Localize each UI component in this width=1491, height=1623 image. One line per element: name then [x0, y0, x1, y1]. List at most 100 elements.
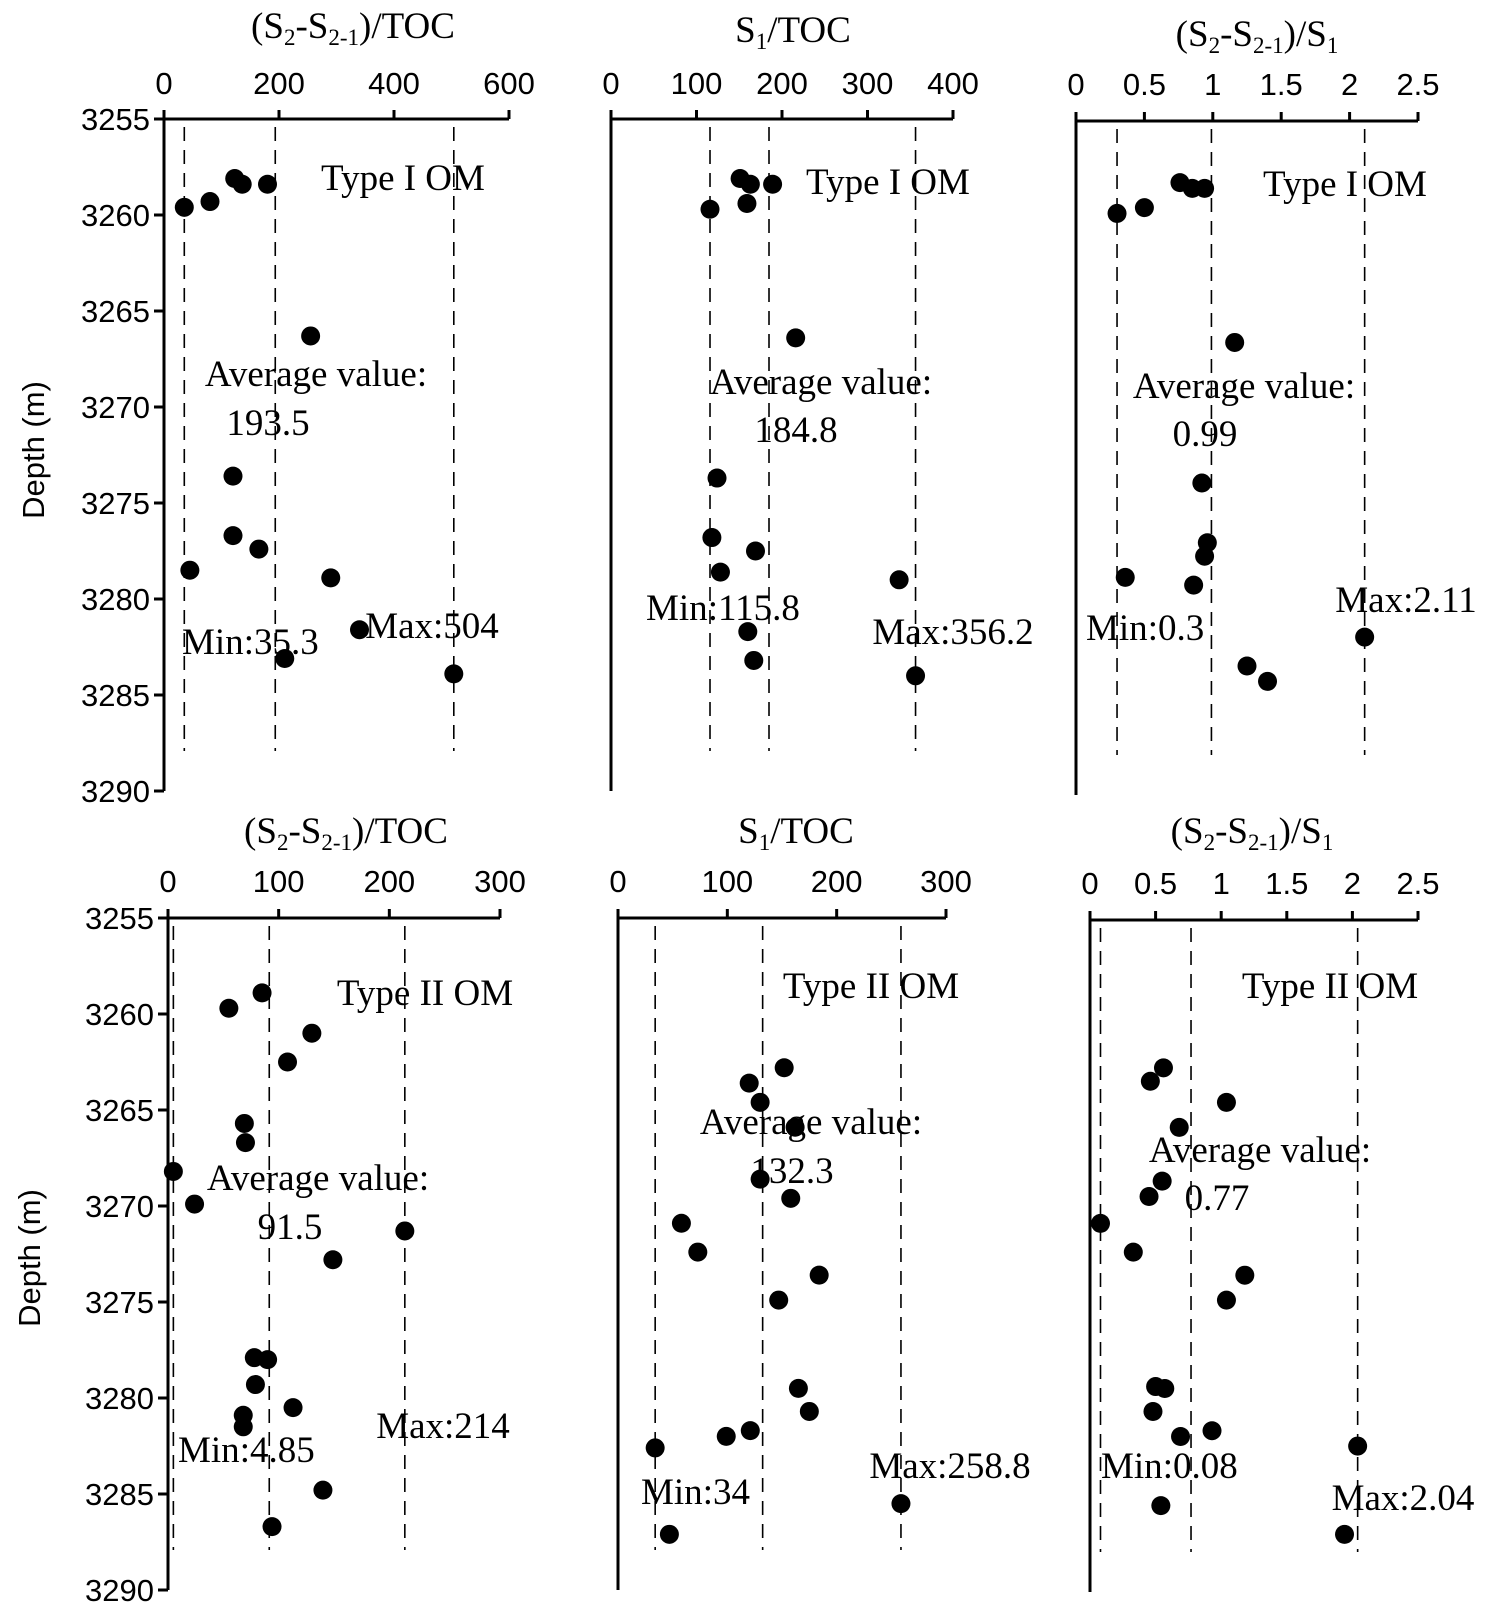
- title-subscript: 2: [284, 25, 296, 50]
- data-point: [1184, 575, 1204, 595]
- data-point: [444, 664, 464, 684]
- panel-5: 0 100 200 300 S1/TOC Type II OM Average value:…: [609, 811, 1031, 1590]
- max-label: Max: [869, 1446, 937, 1487]
- max-value: 2.04: [1410, 1478, 1475, 1519]
- panel-title: (S2-S2-1)/TOC: [244, 811, 448, 855]
- max-separator: :: [940, 612, 950, 653]
- data-point: [232, 174, 252, 194]
- data-point: [750, 1092, 770, 1112]
- x-tick-label: 2: [1344, 866, 1361, 901]
- x-tick-label: 1.5: [1260, 67, 1303, 102]
- data-point: [710, 562, 730, 582]
- y-tick-label: 3270: [81, 390, 150, 425]
- y-tick-label: 3255: [81, 102, 150, 137]
- x-tick-label: 400: [927, 66, 979, 101]
- max-separator: :: [1399, 1478, 1409, 1519]
- average-value: 184.8: [754, 410, 837, 451]
- title-subscript: 1: [759, 830, 771, 855]
- data-point: [163, 1161, 183, 1181]
- data-point: [245, 1375, 265, 1395]
- data-point: [1152, 1171, 1172, 1191]
- y-tick-label: 3265: [85, 1093, 154, 1128]
- title-subscript: 2: [1204, 830, 1216, 855]
- x-tick-label: 1: [1213, 866, 1230, 901]
- data-point: [258, 1350, 278, 1370]
- average-value: 0.99: [1173, 414, 1238, 455]
- max-annotation: Max:214: [376, 1406, 510, 1447]
- max-label: Max: [365, 606, 433, 647]
- min-separator: :: [240, 1430, 250, 1471]
- data-point: [906, 666, 926, 686]
- data-point: [781, 1188, 801, 1208]
- title-text: (S: [1176, 14, 1209, 55]
- panel-2: 0 100 200 300 400 S1/TOC Type I OM Average valu…: [602, 10, 1034, 791]
- om-type-label: Type I OM: [1263, 164, 1427, 205]
- data-point: [313, 1480, 333, 1500]
- data-point: [1216, 1290, 1236, 1310]
- x-tick-label: 100: [671, 66, 723, 101]
- x-tick-label: 400: [368, 66, 420, 101]
- max-value: 258.8: [947, 1446, 1030, 1487]
- panel-4: 0 100 200 300 3255 3260 3265 3270 3275 3280 3285 32…: [85, 811, 526, 1608]
- data-point: [395, 1221, 415, 1241]
- min-separator: :: [1163, 1446, 1173, 1487]
- min-label: Min: [182, 622, 244, 663]
- data-point: [174, 197, 194, 217]
- data-point: [1143, 1402, 1163, 1422]
- x-tick-label: 600: [483, 66, 535, 101]
- data-point: [1348, 1436, 1368, 1456]
- data-point: [740, 1421, 760, 1441]
- title-text: )/TOC: [352, 811, 448, 852]
- panel-title: S1/TOC: [735, 10, 851, 54]
- data-point: [645, 1438, 665, 1458]
- average-label: Average value:: [205, 354, 427, 395]
- y-axis-label-bottom: Depth (m): [12, 1189, 47, 1327]
- data-point: [1115, 567, 1135, 587]
- x-tick-label: 1.5: [1265, 866, 1308, 901]
- min-annotation: Min:4.85: [178, 1430, 315, 1471]
- min-value: 115.8: [718, 588, 800, 629]
- x-tick-label: 100: [701, 864, 753, 899]
- title-text: -S: [288, 811, 321, 852]
- y-axis-label-top: Depth (m): [16, 381, 51, 519]
- min-value: 0.3: [1158, 608, 1204, 649]
- y-tick-label: 3290: [81, 774, 150, 809]
- data-point: [234, 1113, 254, 1133]
- data-point: [223, 526, 243, 546]
- min-value: 4.85: [250, 1430, 315, 1471]
- max-annotation: Max:2.04: [1332, 1478, 1475, 1519]
- average-value: 132.3: [750, 1151, 833, 1192]
- data-point: [1140, 1071, 1160, 1091]
- max-separator: :: [1403, 580, 1413, 621]
- max-annotation: Max:356.2: [872, 612, 1033, 653]
- title-text: -S: [1215, 811, 1248, 852]
- max-value: 2.11: [1413, 580, 1476, 621]
- y-tick-label: 3270: [85, 1189, 154, 1224]
- data-point: [702, 528, 722, 548]
- om-type-label: Type II OM: [337, 973, 513, 1014]
- x-tick-label: 2: [1341, 67, 1358, 102]
- data-point: [1235, 1265, 1255, 1285]
- min-annotation: Min:0.08: [1101, 1446, 1238, 1487]
- data-point: [700, 199, 720, 219]
- data-point: [185, 1194, 205, 1214]
- panel-title: S1/TOC: [738, 811, 854, 855]
- min-value: 0.08: [1173, 1446, 1238, 1487]
- average-value: 91.5: [258, 1207, 323, 1248]
- data-point: [323, 1250, 343, 1270]
- min-separator: :: [244, 622, 254, 663]
- panel-title: (S2-S2-1)/TOC: [251, 6, 455, 50]
- data-point: [1107, 203, 1127, 223]
- min-annotation: Min:115.8: [646, 588, 800, 629]
- x-tick-label: 200: [253, 66, 305, 101]
- max-separator: :: [433, 606, 443, 647]
- data-point: [659, 1524, 679, 1544]
- y-tick-label: 3265: [81, 294, 150, 329]
- x-tick-label: 0: [609, 864, 626, 899]
- data-point: [278, 1052, 298, 1072]
- data-point: [1123, 1242, 1143, 1262]
- y-tick-label: 3285: [81, 678, 150, 713]
- title-subscript: 1: [1322, 830, 1334, 855]
- average-value: 193.5: [226, 403, 309, 444]
